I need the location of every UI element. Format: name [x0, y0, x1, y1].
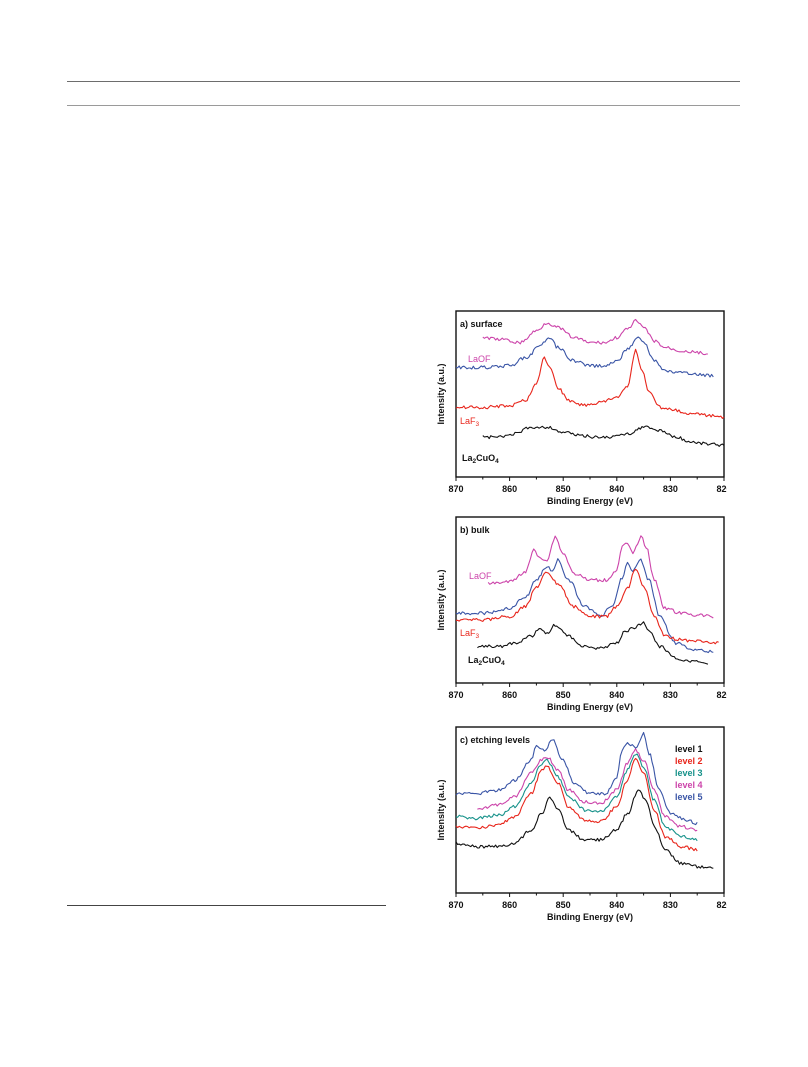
xps-chart-bulk: 870 860 850 840 830 820 Binding Energy (eV) Int… — [432, 512, 732, 718]
x-tick-label: 820 — [716, 484, 727, 494]
x-tick-label: 840 — [609, 484, 624, 494]
series-label: La2CuO4 — [468, 655, 505, 667]
x-tick-label: 840 — [609, 900, 624, 910]
y-axis-title: Intensity (a.u.) — [436, 569, 446, 630]
series-label: LaOF — [469, 571, 492, 581]
series-line — [455, 348, 725, 419]
x-tick-label: 840 — [609, 690, 624, 700]
series-line — [455, 789, 714, 869]
series-line — [482, 318, 708, 356]
series-line — [455, 336, 714, 378]
legend-entry: level 4 — [675, 780, 703, 790]
panel-label: a) surface — [460, 319, 503, 329]
series-label: LaOF — [468, 354, 491, 364]
series-line — [482, 425, 725, 447]
series-label: La2CuO4 — [462, 453, 499, 465]
x-tick-label: 820 — [716, 900, 727, 910]
legend-entry: level 5 — [675, 792, 703, 802]
footnote-rule — [67, 905, 386, 906]
series-line — [455, 558, 714, 654]
series-label: LaF3 — [460, 416, 480, 428]
chart-svg: 870 860 850 840 830 820 Binding Energy (eV) Int… — [436, 726, 732, 922]
xps-chart-surface: 870 860 850 840 830 820 Binding Energy (eV) Int… — [432, 306, 732, 512]
x-tick-label: 860 — [502, 900, 517, 910]
x-tick-label: 850 — [556, 900, 571, 910]
x-tick-label: 850 — [556, 690, 571, 700]
y-axis-title: Intensity (a.u.) — [436, 363, 446, 424]
chart-svg: 870 860 850 840 830 820 Binding Energy (eV) Int… — [436, 310, 732, 506]
x-axis-title: Binding Energy (eV) — [547, 702, 633, 712]
plot-frame — [455, 310, 725, 478]
x-tick-label: 860 — [502, 484, 517, 494]
x-tick-label: 870 — [448, 690, 463, 700]
series-line — [477, 621, 709, 665]
panel-label: b) bulk — [460, 525, 490, 535]
x-axis-title: Binding Energy (eV) — [547, 912, 633, 922]
series-label: LaF3 — [460, 628, 480, 640]
legend-entry: level 3 — [675, 768, 703, 778]
chart-svg: 870 860 850 840 830 820 Binding Energy (eV) Int… — [436, 516, 732, 712]
legend-entry: level 1 — [675, 744, 703, 754]
series-line — [455, 731, 698, 826]
x-tick-label: 830 — [663, 484, 678, 494]
top-rule — [67, 81, 740, 82]
legend-entry: level 2 — [675, 756, 703, 766]
series-line — [455, 568, 719, 645]
xps-chart-etching: 870 860 850 840 830 820 Binding Energy (eV) Int… — [432, 722, 732, 927]
series-line — [477, 748, 698, 832]
x-tick-label: 850 — [556, 484, 571, 494]
x-tick-label: 860 — [502, 690, 517, 700]
x-tick-label: 830 — [663, 690, 678, 700]
series-line — [455, 753, 698, 842]
y-axis-title: Intensity (a.u.) — [436, 779, 446, 840]
series-line — [487, 535, 714, 619]
x-axis-title: Binding Energy (eV) — [547, 496, 633, 506]
x-tick-label: 870 — [448, 900, 463, 910]
header-rule — [67, 105, 740, 106]
x-tick-label: 820 — [716, 690, 727, 700]
x-tick-label: 870 — [448, 484, 463, 494]
panel-label: c) etching levels — [460, 735, 530, 745]
x-tick-label: 830 — [663, 900, 678, 910]
series-line — [455, 757, 698, 852]
